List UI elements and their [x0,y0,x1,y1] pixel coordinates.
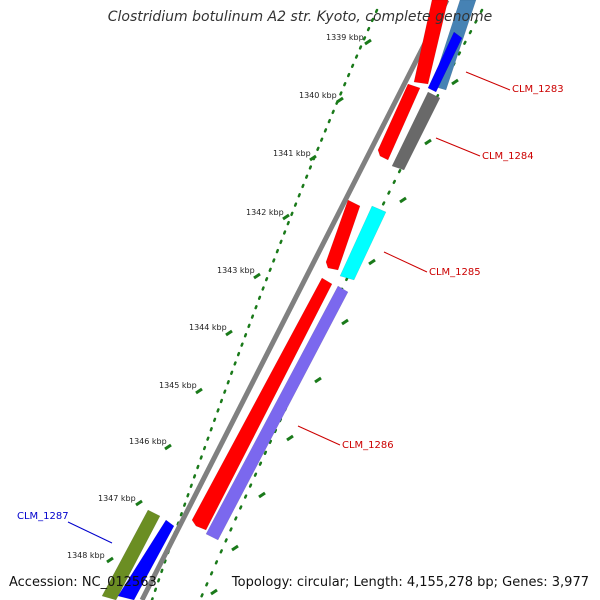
features [101,0,477,600]
outer-tick [424,138,432,146]
gene-label-clm-1284[interactable]: CLM_1284 [482,151,534,162]
outer-tick [399,196,407,204]
leader-clm-1287 [67,521,113,544]
gene-label-clm-1283[interactable]: CLM_1283 [512,84,564,95]
ruler-tick [253,272,261,280]
kbp-label: 1346 kbp [129,437,167,446]
map-title: Clostridium botulinum A2 str. Kyoto, com… [107,9,493,25]
leader-clm-1284 [435,137,481,157]
kbp-label: 1344 kbp [189,323,227,332]
kbp-label: 1341 kbp [273,149,311,158]
label-leaders [67,71,511,544]
ruler-tick [225,329,233,337]
outer-tick [341,318,349,326]
gene-label-clm-1285[interactable]: CLM_1285 [429,267,481,278]
gene-bar-clm-1286 [205,285,349,541]
ruler-tick [364,38,372,46]
ruler-tick [164,443,172,451]
gene-label-clm-1286[interactable]: CLM_1286 [342,440,394,451]
gene-label-clm-1287[interactable]: CLM_1287 [17,511,69,522]
outer-tick [286,434,294,442]
gene-bar-clm-1285 [339,205,387,281]
ruler-tick [135,499,143,507]
kbp-label: 1348 kbp [67,551,105,560]
cds-forward [325,199,361,271]
topology-text: Topology: circular; Length: 4,155,278 bp… [231,575,589,590]
kbp-label: 1347 kbp [98,494,136,503]
kbp-label: 1339 kbp [326,33,364,42]
kbp-label: 1343 kbp [217,266,255,275]
backbone [139,0,450,600]
leader-clm-1286 [297,425,341,446]
gene-bar-clm-1287 [101,509,161,600]
ruler-tick [195,387,203,395]
cds-forward [413,0,449,85]
ruler-ticks [106,38,459,596]
ruler-dotted-line [150,8,379,600]
gene-bar-blue [117,519,175,600]
leader-clm-1283 [465,71,511,91]
outer-tick [314,376,322,384]
gene-bar-blue [427,31,463,93]
ruler-tick [336,96,344,104]
ruler-tick [309,154,317,162]
accession-text: Accession: NC_012563 [9,575,157,590]
kbp-label: 1342 kbp [246,208,284,217]
ruler-tick [106,556,114,564]
cds-forward [191,277,333,531]
outer-tick [231,544,239,552]
cds-forward [377,83,421,161]
outer-tick [210,588,218,596]
kbp-label: 1345 kbp [159,381,197,390]
kbp-label: 1340 kbp [299,91,337,100]
backbone-line [139,0,450,600]
outer-tick [451,78,459,86]
outer-tick [258,491,266,499]
outer-tick [368,258,376,266]
ruler-tick [282,213,290,221]
gene-bar-clm-1284 [391,91,441,171]
leader-clm-1285 [383,251,428,273]
